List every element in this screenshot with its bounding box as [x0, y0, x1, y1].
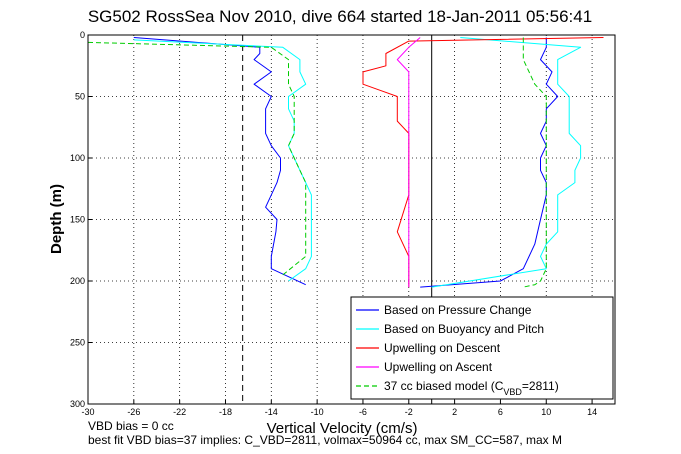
y-tick-label: 150: [70, 215, 85, 225]
x-tick-label: -2: [405, 407, 413, 417]
legend-label: Upwelling on Descent: [384, 341, 501, 355]
legend-label: 37 cc biased model (CVBD=2811): [384, 379, 559, 397]
x-tick-label: 14: [587, 407, 597, 417]
x-tick-label: -22: [173, 407, 186, 417]
x-tick-label: 2: [452, 407, 457, 417]
series-line-0: [133, 37, 306, 286]
series-line-4: [522, 37, 547, 288]
y-tick-label: 0: [80, 30, 85, 40]
y-tick-label: 100: [70, 153, 85, 163]
series-line-3: [396, 37, 421, 288]
y-tick-label: 50: [75, 92, 85, 102]
y-tick-label: 200: [70, 276, 85, 286]
legend-box: [350, 296, 614, 400]
series-line-1: [431, 37, 582, 288]
x-tick-label: -14: [265, 407, 278, 417]
legend: Based on Pressure Change Based on Buoyanc…: [350, 296, 614, 400]
y-tick-label: 250: [70, 338, 85, 348]
x-tick-label: -18: [219, 407, 232, 417]
x-tick-label: 6: [498, 407, 503, 417]
x-ticks: -30 -26 -22 -18 -14 -10 -6 -2 2 6 10 14: [81, 400, 597, 417]
chart-title: SG502 RossSea Nov 2010, dive 664 started…: [88, 7, 592, 26]
legend-label: Based on Pressure Change: [384, 303, 532, 317]
series-line-1: [133, 39, 312, 282]
x-tick-label: -10: [311, 407, 324, 417]
legend-label: Upwelling on Ascent: [384, 360, 493, 374]
y-tick-label: 300: [70, 399, 85, 409]
best-fit-note: best fit VBD bias=37 implies: C_VBD=2811…: [88, 433, 562, 447]
x-tick-label: -30: [81, 407, 94, 417]
vbd-bias-note: VBD bias = 0 cc: [88, 419, 174, 433]
series-line-0: [420, 37, 559, 288]
x-tick-label: -26: [127, 407, 140, 417]
series-line-2: [362, 37, 604, 288]
x-tick-label: -6: [359, 407, 367, 417]
x-tick-label: 10: [541, 407, 551, 417]
x-axis-label: Vertical Velocity (cm/s): [267, 420, 418, 437]
series-line-4: [88, 41, 307, 276]
y-axis-label: Depth (m): [48, 184, 65, 254]
series-lines: [88, 37, 604, 288]
y-ticks: 0 50 100 150 200 250 300: [70, 30, 92, 409]
legend-label: Based on Buoyancy and Pitch: [384, 322, 544, 336]
